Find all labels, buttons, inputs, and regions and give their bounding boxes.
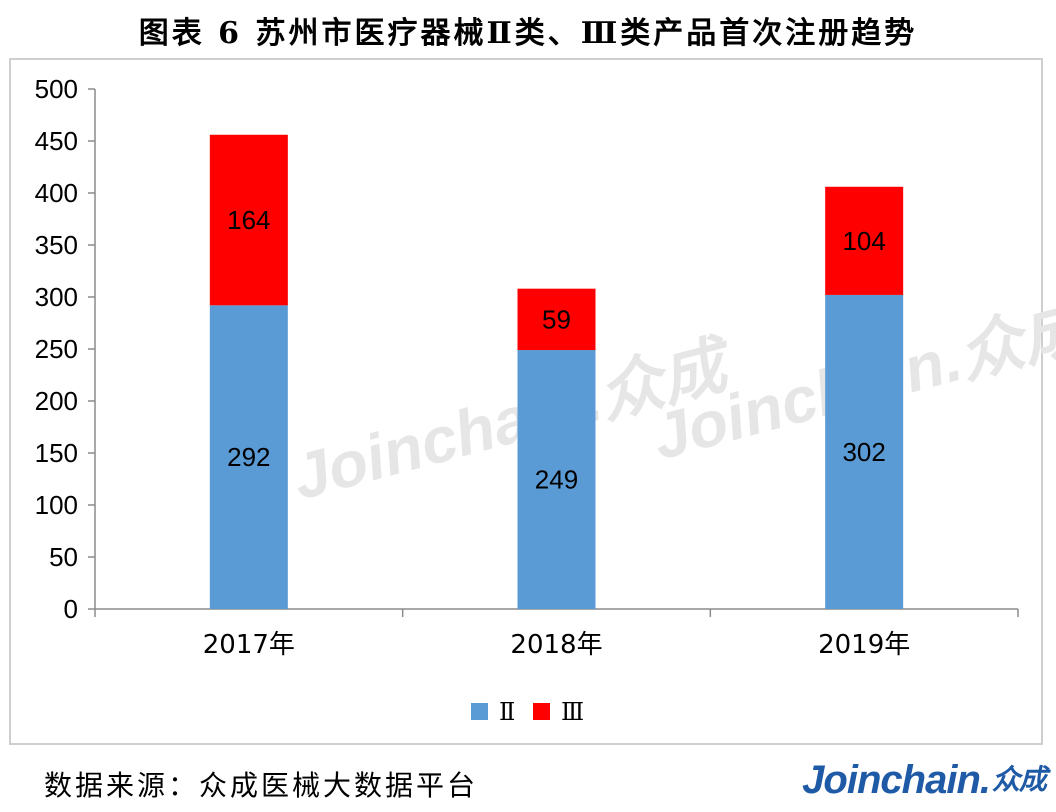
bar-segment-class2 — [825, 294, 904, 609]
bar-segment-class3 — [209, 134, 288, 306]
y-tick-label: 450 — [35, 126, 78, 156]
y-tick-label: 150 — [35, 438, 78, 468]
brand-logo-cn: 众成 — [991, 764, 1047, 795]
y-tick-label: 250 — [35, 334, 78, 364]
brand-logo-text: Joinchain. — [802, 758, 991, 802]
legend-swatch — [533, 703, 550, 720]
data-label: 292 — [227, 442, 270, 472]
data-label: 249 — [535, 465, 578, 495]
y-tick-label: 50 — [49, 542, 78, 572]
chart-title: 图表 6 苏州市医疗器械Ⅱ类、Ⅲ类产品首次注册趋势 — [138, 16, 918, 51]
data-source-note: 数据来源：众成医械大数据平台 — [44, 769, 479, 802]
data-label: 59 — [542, 304, 571, 334]
y-tick-label: 500 — [35, 74, 78, 104]
x-tick-label: 2019年 — [818, 630, 910, 660]
x-tick-label: 2017年 — [203, 630, 295, 660]
bar-segment-class2 — [517, 350, 596, 609]
data-label: 164 — [227, 205, 270, 235]
bar-segment-class3 — [517, 288, 596, 351]
data-label: 302 — [842, 437, 885, 467]
bar-segment-class3 — [825, 186, 904, 295]
data-label: 104 — [842, 226, 885, 256]
legend-label: Ⅲ — [561, 698, 584, 726]
y-tick-label: 300 — [35, 282, 78, 312]
y-tick-label: 200 — [35, 386, 78, 416]
bar-segment-class2 — [209, 305, 288, 609]
brand-logo: Joinchain.众成 — [802, 758, 1047, 803]
x-tick-label: 2018年 — [510, 630, 602, 660]
y-tick-label: 0 — [64, 594, 78, 624]
chart-frame — [9, 58, 1043, 745]
y-tick-label: 100 — [35, 490, 78, 520]
y-tick-label: 400 — [35, 178, 78, 208]
y-tick-label: 350 — [35, 230, 78, 260]
legend-swatch — [471, 703, 488, 720]
legend-label: Ⅱ — [499, 698, 515, 726]
